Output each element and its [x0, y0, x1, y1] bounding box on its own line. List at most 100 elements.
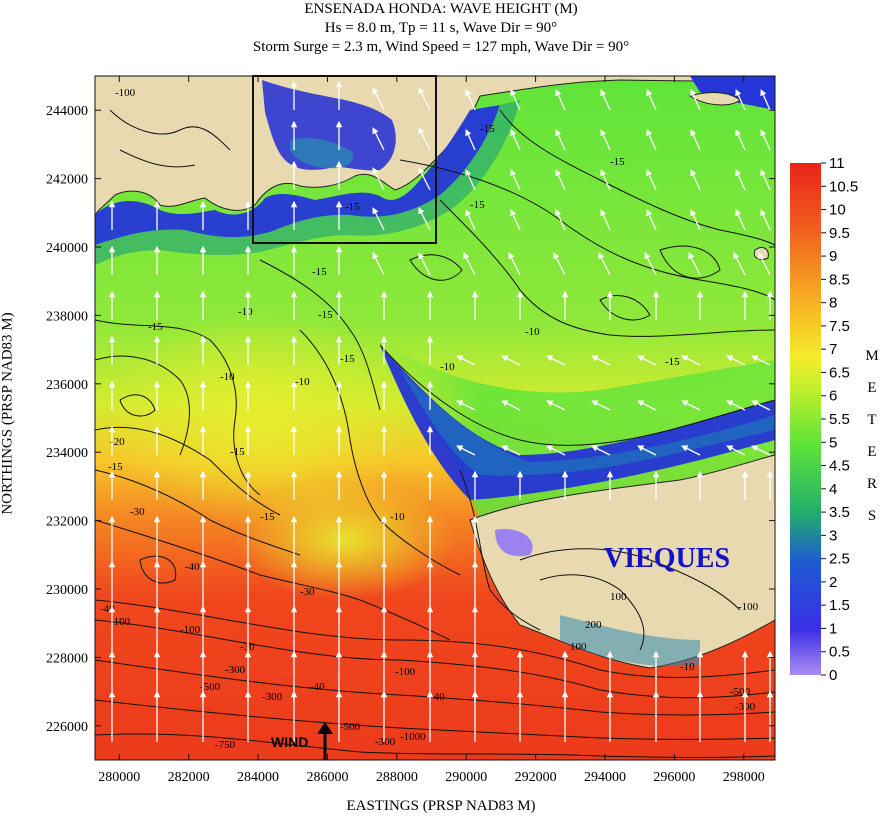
wave-vector	[501, 355, 521, 366]
wave-vector	[600, 89, 611, 111]
svg-text:-40: -40	[430, 691, 445, 703]
svg-text:-15: -15	[340, 353, 355, 365]
svg-text:-40: -40	[185, 561, 200, 573]
y-tick-label: 228000	[46, 651, 88, 666]
wave-vector	[546, 445, 566, 456]
wave-vector	[510, 169, 521, 191]
wave-vector	[735, 169, 746, 191]
colorbar-unit-letter: S	[867, 508, 877, 524]
wave-vector	[646, 129, 657, 151]
chart-title: ENSENADA HONDA: WAVE HEIGHT (M)	[304, 1, 578, 17]
wave-high-zone-center	[235, 480, 455, 600]
wave-vector	[508, 252, 521, 276]
wave-vector	[690, 169, 701, 191]
svg-text:-1000: -1000	[400, 731, 426, 743]
y-tick-label: 226000	[46, 720, 88, 735]
svg-text:-100: -100	[395, 666, 416, 678]
svg-text:200: 200	[585, 619, 602, 631]
wave-vector	[456, 400, 476, 411]
wave-vector	[418, 87, 431, 111]
svg-text:-15: -15	[665, 356, 680, 368]
vieques-island	[469, 454, 775, 669]
wave-vector	[372, 87, 385, 111]
y-tick-label: 238000	[46, 309, 88, 324]
wave-vector	[465, 129, 476, 151]
y-tick-label: 242000	[46, 173, 88, 188]
wave-vector	[751, 400, 771, 411]
svg-text:-10: -10	[390, 511, 405, 523]
x-tick-label: 288000	[376, 770, 418, 785]
colorbar-tick-label: 5.5	[829, 411, 850, 428]
svg-text:-100: -100	[110, 616, 131, 628]
svg-text:-40: -40	[100, 603, 115, 615]
svg-text:-40: -40	[310, 681, 325, 693]
svg-text:-300: -300	[262, 691, 283, 703]
wave-vector	[600, 129, 611, 151]
svg-text:-100: -100	[180, 624, 201, 636]
svg-text:-10: -10	[440, 361, 455, 373]
colorbar-unit-letter: R	[866, 476, 877, 492]
colorbar-unit-letter: E	[867, 380, 877, 396]
svg-text:-15: -15	[312, 266, 327, 278]
x-tick-label: 282000	[168, 770, 210, 785]
wave-vector	[600, 209, 611, 231]
wave-vector	[681, 355, 701, 366]
colorbar-tick-label: 5	[829, 434, 837, 451]
colorbar-tick-label: 2	[829, 574, 837, 591]
bathymetry-contours	[95, 109, 775, 758]
wave-vector	[735, 89, 746, 111]
wave-vector	[555, 209, 566, 231]
colorbar-unit-letter: T	[867, 412, 877, 428]
bay-entrance	[290, 138, 354, 169]
wave-vector	[465, 209, 476, 231]
wave-vector	[760, 209, 771, 231]
colorbar-tick-label: 10.5	[829, 178, 858, 195]
svg-text:-30: -30	[300, 586, 315, 598]
wave-vector	[600, 169, 611, 191]
svg-text:-750: -750	[215, 739, 236, 751]
x-tick-label: 294000	[584, 770, 626, 785]
y-tick-label: 240000	[46, 241, 88, 256]
wave-vector	[418, 252, 431, 276]
colorbar-tick-label: 2.5	[829, 551, 850, 568]
y-tick-label: 230000	[46, 583, 88, 598]
colorbar-tick-label: 8.5	[829, 271, 850, 288]
y-tick-label: 232000	[46, 515, 88, 530]
svg-text:-15: -15	[470, 199, 485, 211]
x-tick-label: 292000	[515, 770, 557, 785]
colorbar-tick-label: 3.5	[829, 504, 850, 521]
svg-text:-10: -10	[220, 371, 235, 383]
wave-vector	[456, 355, 476, 366]
colorbar	[790, 163, 821, 675]
colorbar-tick-label: 9	[829, 248, 837, 265]
wave-vector	[637, 445, 657, 456]
wave-vector	[751, 355, 771, 366]
wave-vector	[644, 252, 657, 276]
svg-text:-15: -15	[318, 309, 333, 321]
y-tick-label: 236000	[46, 378, 88, 393]
wave-vector	[418, 207, 431, 231]
svg-text:-10: -10	[238, 306, 253, 318]
contour-labels: -100 -15 -15 -15 -15 -15 -10 -15 -10 -15…	[100, 87, 759, 751]
wave-vector	[418, 127, 431, 151]
colorbar-tick-label: 4.5	[829, 458, 850, 475]
wave-vector	[690, 209, 701, 231]
wave-vector	[726, 445, 746, 456]
colorbar-tick-label: 1	[829, 620, 837, 637]
wave-vector	[637, 400, 657, 411]
wave-vector	[418, 167, 431, 191]
wave-vector	[681, 445, 701, 456]
x-tick-label: 298000	[723, 770, 765, 785]
svg-text:-300: -300	[225, 664, 246, 676]
svg-text:-500: -500	[200, 681, 221, 693]
svg-text:-15: -15	[230, 446, 245, 458]
wave-vector	[555, 169, 566, 191]
wave-vector	[546, 355, 566, 366]
wave-vector	[501, 445, 521, 456]
wind-label: WIND	[271, 734, 309, 750]
wave-vector	[465, 89, 476, 111]
y-axis-label: NORTHINGS (PRSP NAD83 M)	[0, 312, 16, 515]
wave-vector	[760, 129, 771, 151]
wave-vector	[688, 252, 701, 276]
